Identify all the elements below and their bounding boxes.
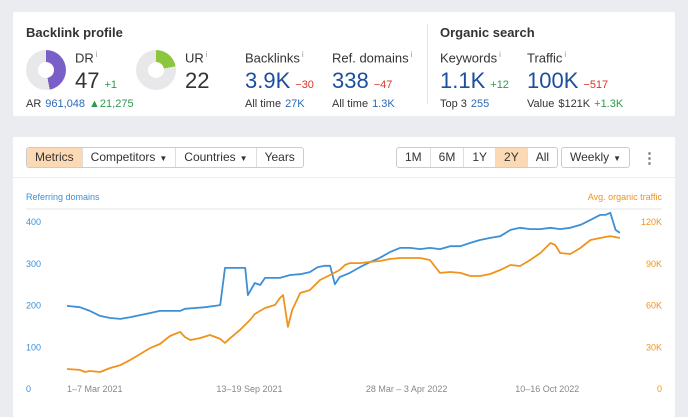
overview-card: Backlink profile DR i 47 +1 AR 961,048 ▲21,2… [13, 12, 675, 116]
dropdown-arrow-icon: ▼ [159, 154, 168, 163]
traffic-label-text: Traffic [527, 50, 563, 66]
value-amount: $121K [558, 98, 591, 110]
traffic-value[interactable]: 100K −517 [527, 68, 608, 94]
right-tick-label: 30K [646, 342, 662, 352]
all-time-value[interactable]: 1.3K [372, 98, 395, 110]
ref-domains-number[interactable]: 338 [332, 68, 369, 93]
ur-label[interactable]: UR i [185, 50, 208, 65]
dr-label-text: DR [75, 50, 94, 66]
top3-label: Top 3 [440, 98, 467, 110]
line-chart: 0 100 200 300 400 0 30K 60K 90K 120K 1–7 Mar 2021 1… [26, 208, 662, 394]
backlinks-value[interactable]: 3.9K −30 [245, 68, 314, 94]
range-buttons: 1M 6M 1Y 2Y All [396, 147, 559, 168]
left-tick-label: 0 [26, 384, 31, 394]
ur-donut-chart [136, 50, 176, 90]
ur-value: 22 [185, 68, 210, 93]
backlinks-delta: −30 [295, 79, 314, 91]
ref-domains-delta: −47 [373, 79, 393, 91]
toolbar-divider [13, 177, 675, 178]
organic-search-title: Organic search [440, 25, 535, 40]
right-tick-label: 120K [641, 217, 662, 227]
backlinks-all-time: All time 27K [245, 98, 305, 110]
section-divider [427, 24, 428, 104]
right-tick-label: 90K [646, 259, 662, 269]
tab-competitors[interactable]: Competitors ▼ [83, 148, 177, 167]
traffic-value-row: Value $121K +1.3K [527, 98, 623, 110]
keywords-number[interactable]: 1.1K [440, 68, 486, 93]
info-icon[interactable]: i [499, 50, 501, 59]
backlink-profile-title: Backlink profile [26, 25, 123, 40]
tab-competitors-label: Competitors [90, 150, 156, 164]
all-time-label: All time [245, 98, 282, 110]
all-time-value[interactable]: 27K [285, 98, 305, 110]
range-1y[interactable]: 1Y [464, 148, 497, 167]
ur-label-text: UR [185, 50, 204, 66]
traffic-number[interactable]: 100K [527, 68, 579, 93]
interval-select[interactable]: Weekly ▼ [561, 147, 631, 168]
traffic-delta: −517 [583, 79, 609, 91]
backlinks-label-text: Backlinks [245, 50, 300, 66]
right-tick-label: 0 [657, 384, 662, 394]
organic-traffic-line [66, 235, 621, 373]
chart-card: Metrics Competitors ▼ Countries ▼ Years 1M… [13, 137, 675, 417]
range-all[interactable]: All [535, 150, 550, 164]
tab-years[interactable]: Years [264, 150, 295, 164]
dr-label[interactable]: DR i [75, 50, 98, 65]
x-tick-label: 13–19 Sep 2021 [216, 384, 282, 394]
traffic-label[interactable]: Traffic i [527, 50, 566, 65]
left-tick-label: 300 [26, 259, 41, 269]
ref-domains-label-text: Ref. domains [332, 50, 409, 66]
top3-value[interactable]: 255 [470, 98, 490, 110]
value-label: Value [527, 98, 555, 110]
tab-countries[interactable]: Countries ▼ [176, 148, 257, 167]
view-tabs: Metrics Competitors ▼ Countries ▼ Years [26, 147, 304, 168]
dr-donut-chart [26, 50, 66, 90]
dr-value: 47 +1 [75, 68, 117, 94]
left-tick-label: 200 [26, 301, 41, 311]
x-tick-label: 1–7 Mar 2021 [67, 384, 123, 394]
dropdown-arrow-icon: ▼ [613, 154, 622, 163]
keywords-delta: +12 [490, 79, 509, 91]
info-icon[interactable]: i [301, 50, 304, 59]
backlinks-number[interactable]: 3.9K [245, 68, 291, 93]
dropdown-arrow-icon: ▼ [239, 154, 248, 163]
backlinks-label[interactable]: Backlinks i [245, 50, 304, 65]
referring-domains-line [66, 211, 621, 320]
range-6m[interactable]: 6M [431, 148, 465, 167]
right-tick-label: 60K [646, 301, 662, 311]
ref-domains-all-time: All time 1.3K [332, 98, 395, 110]
ar-row: AR 961,048 ▲21,275 [26, 98, 134, 110]
left-tick-label: 100 [26, 342, 41, 352]
x-tick-label: 10–16 Oct 2022 [515, 384, 579, 394]
ref-domains-value[interactable]: 338 −47 [332, 68, 392, 94]
info-icon[interactable]: i [410, 50, 413, 59]
left-tick-label: 400 [26, 217, 41, 227]
info-icon[interactable]: i [95, 50, 98, 59]
keywords-value[interactable]: 1.1K +12 [440, 68, 509, 94]
tab-countries-label: Countries [184, 150, 236, 164]
tab-metrics[interactable]: Metrics [27, 148, 83, 167]
dr-delta: +1 [104, 79, 118, 91]
range-2y[interactable]: 2Y [496, 148, 528, 167]
interval-value: Weekly [570, 150, 610, 164]
left-axis-title: Referring domains [26, 192, 100, 202]
all-time-label: All time [332, 98, 369, 110]
dr-number: 47 [75, 68, 100, 93]
info-icon[interactable]: i [205, 50, 208, 59]
ref-domains-label[interactable]: Ref. domains i [332, 50, 412, 65]
ar-value[interactable]: 961,048 [45, 98, 86, 110]
keywords-label-text: Keywords [440, 50, 498, 66]
range-1m[interactable]: 1M [397, 148, 431, 167]
top3-row: Top 3 255 [440, 98, 489, 110]
ar-delta: ▲21,275 [89, 98, 134, 110]
right-axis-title: Avg. organic traffic [587, 192, 662, 202]
info-icon[interactable]: i [564, 50, 567, 59]
keywords-label[interactable]: Keywords i [440, 50, 501, 65]
x-tick-label: 28 Mar – 3 Apr 2022 [366, 384, 448, 394]
value-delta: +1.3K [594, 98, 624, 110]
more-options-icon[interactable]: ⋮ [642, 150, 657, 167]
ar-label: AR [26, 98, 42, 110]
